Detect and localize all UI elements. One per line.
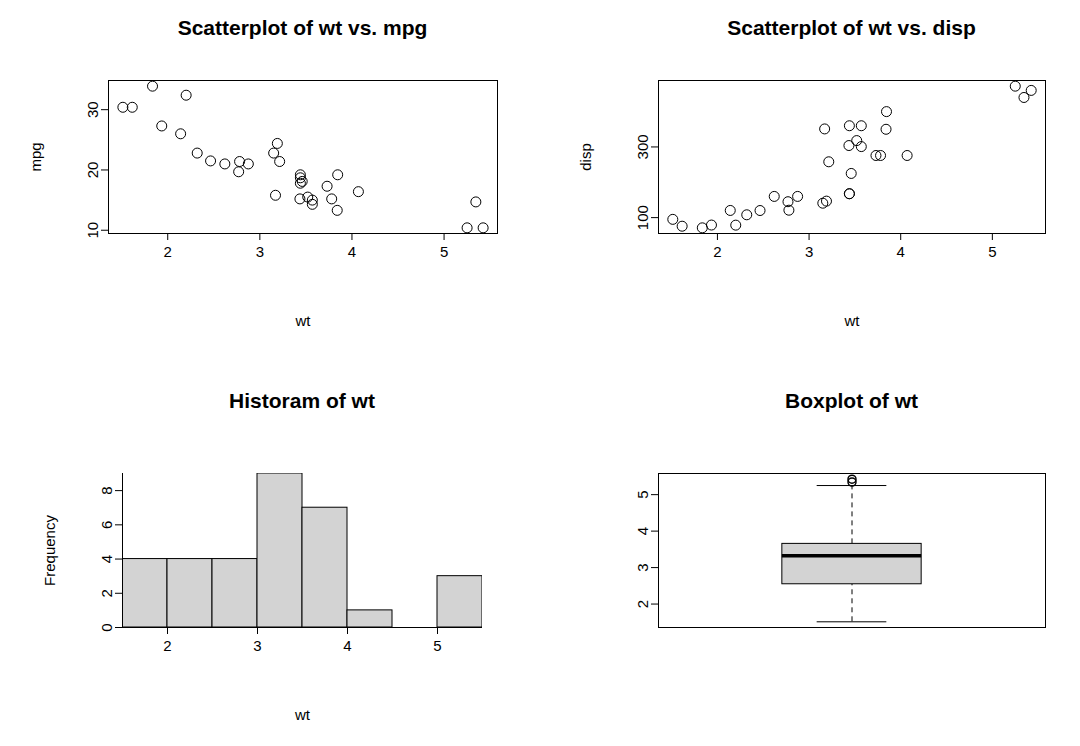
html-text:Scatterplot of wt vs. mpg: Scatterplot of wt vs. mpg	[177, 16, 428, 39]
svg-text:100: 100	[634, 205, 651, 230]
svg-text:5: 5	[433, 637, 441, 654]
svg-text:4: 4	[343, 637, 351, 654]
svg-text:wt: wt	[844, 312, 861, 329]
svg-text:4: 4	[897, 243, 905, 260]
svg-text:3: 3	[805, 243, 813, 260]
svg-text:3: 3	[256, 243, 264, 260]
svg-text:10: 10	[84, 222, 101, 239]
svg-text:4: 4	[634, 527, 651, 535]
svg-text:6: 6	[98, 521, 115, 529]
svg-text:8: 8	[98, 486, 115, 494]
svg-text:2: 2	[713, 243, 721, 260]
svg-text:30: 30	[84, 101, 101, 118]
svg-text:wt: wt	[294, 706, 311, 723]
svg-text:3: 3	[634, 563, 651, 571]
svg-text:3: 3	[253, 637, 261, 654]
svg-text:disp: disp	[577, 143, 594, 171]
html-text:Scatterplot of wt vs. disp: Scatterplot of wt vs. disp	[727, 16, 976, 39]
svg-text:Frequency: Frequency	[41, 515, 58, 586]
svg-text:0: 0	[98, 623, 115, 631]
svg-text:2: 2	[98, 589, 115, 597]
svg-text:2: 2	[163, 637, 171, 654]
svg-text:300: 300	[634, 134, 651, 159]
svg-text:5: 5	[988, 243, 996, 260]
svg-text:20: 20	[84, 162, 101, 179]
svg-text:4: 4	[98, 555, 115, 563]
svg-text:2: 2	[164, 243, 172, 260]
html-text:Boxplot of wt: Boxplot of wt	[785, 389, 918, 412]
svg-text:wt: wt	[295, 312, 312, 329]
svg-text:5: 5	[634, 490, 651, 498]
svg-text:5: 5	[440, 243, 448, 260]
svg-text:mpg: mpg	[27, 142, 44, 171]
svg-text:2: 2	[634, 600, 651, 608]
svg-text:4: 4	[348, 243, 356, 260]
html-text:Historam of wt: Historam of wt	[229, 389, 375, 412]
